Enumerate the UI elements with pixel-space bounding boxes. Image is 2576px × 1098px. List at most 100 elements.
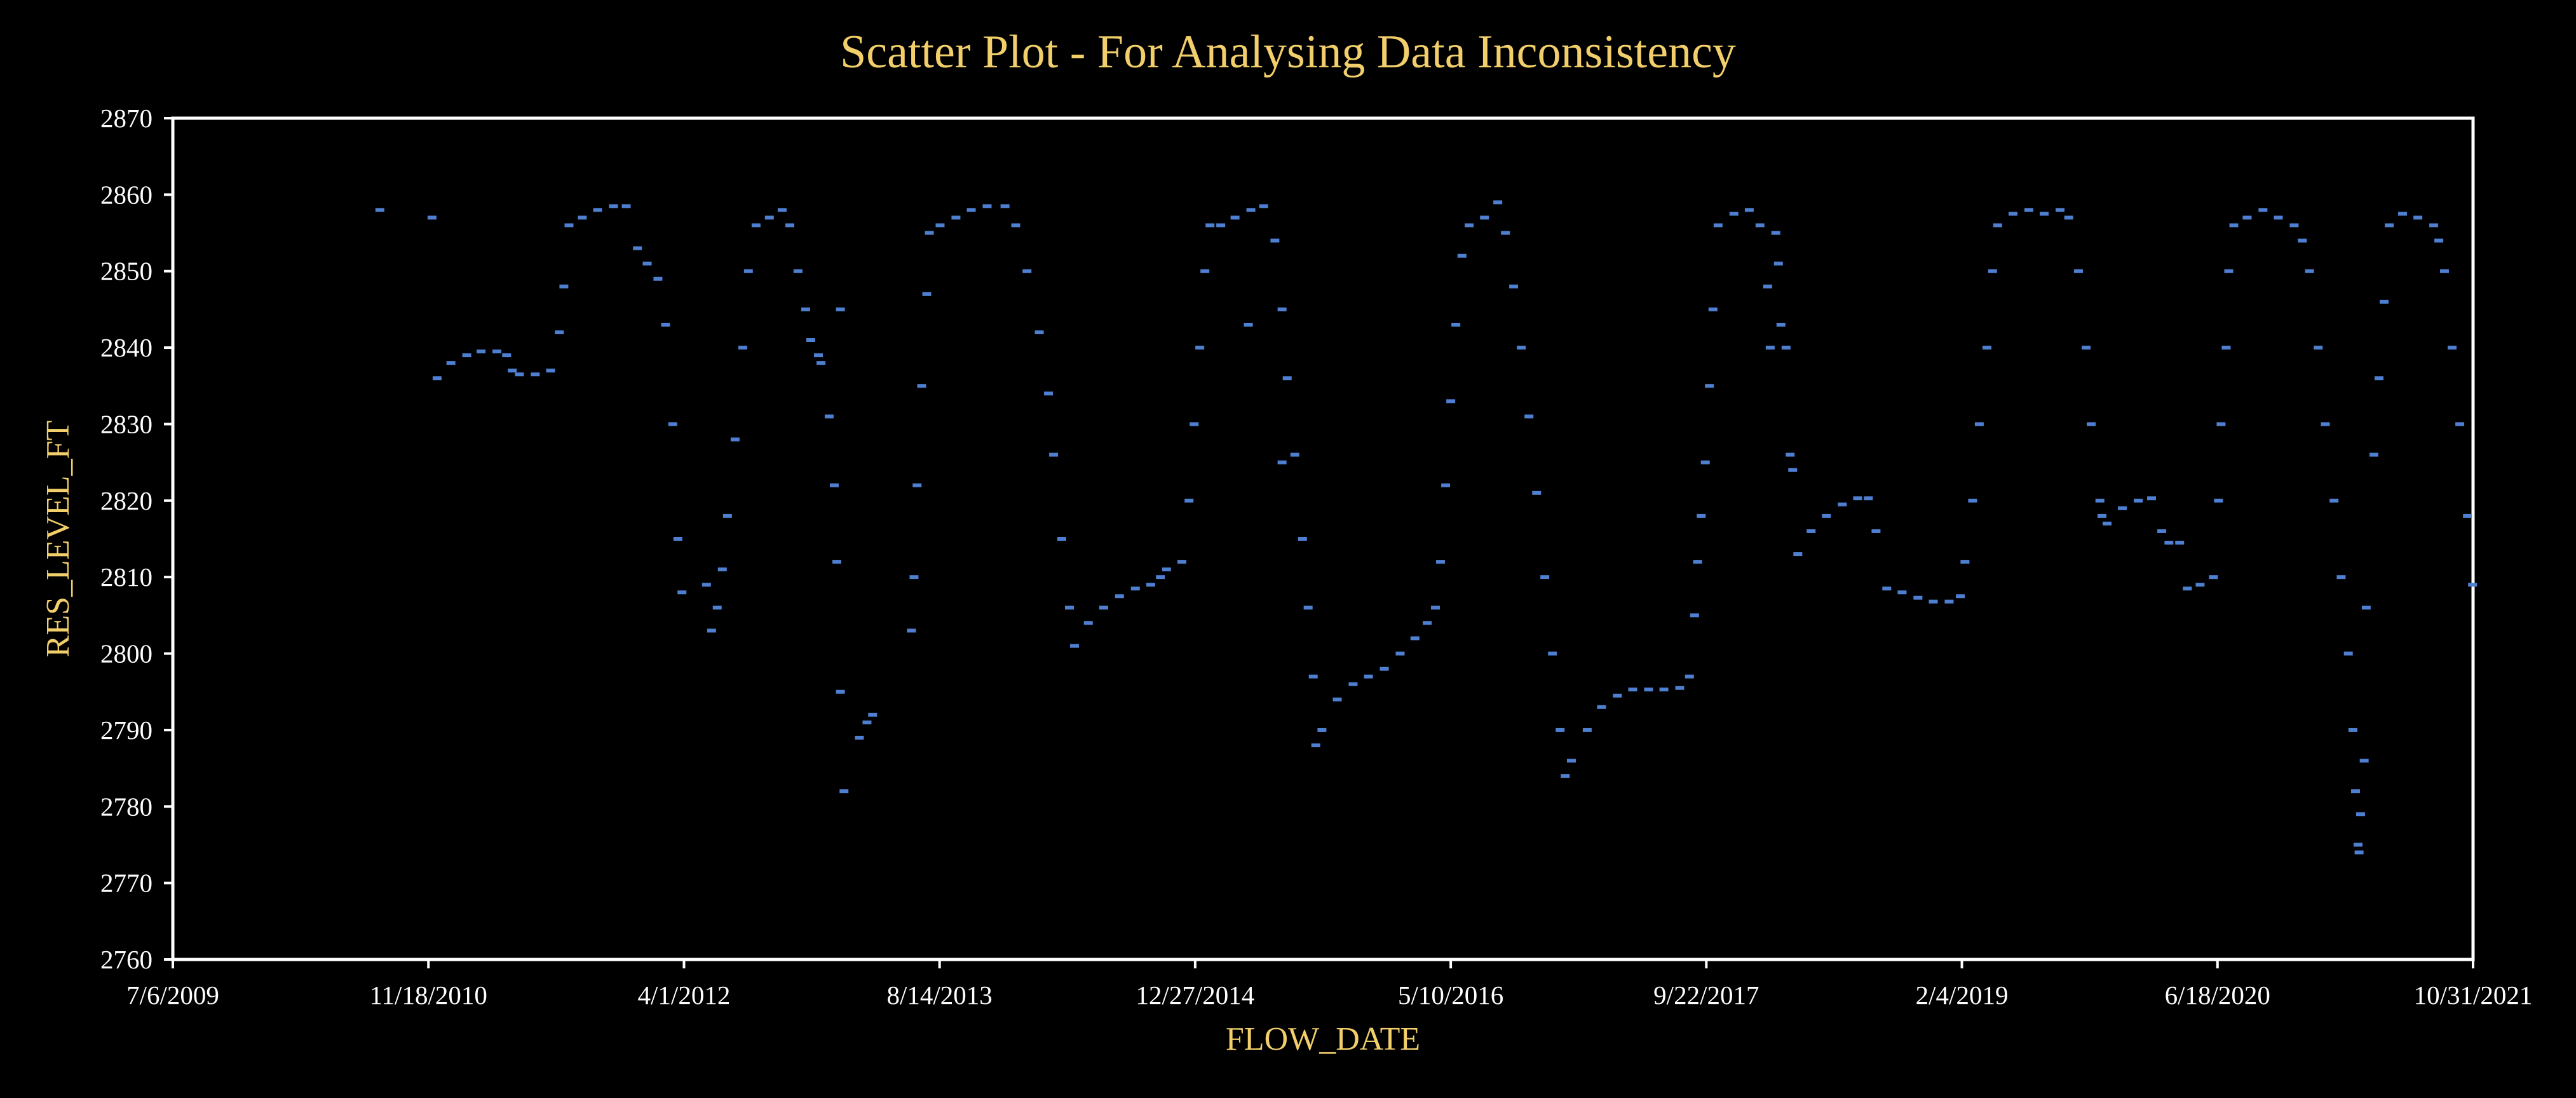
data-point [1130, 586, 1140, 591]
data-point [677, 590, 687, 595]
data-point [1064, 606, 1074, 610]
data-point [1480, 215, 1489, 220]
data-point [1561, 774, 1570, 778]
data-point [2434, 238, 2444, 243]
data-point [2221, 346, 2231, 350]
data-point [1968, 498, 1977, 503]
data-point [1659, 688, 1669, 692]
data-point [817, 361, 826, 365]
y-tick-label: 2760 [100, 945, 153, 974]
x-tick-label: 2/4/2019 [1916, 980, 2009, 1010]
data-point [593, 208, 602, 212]
data-point [2103, 521, 2112, 525]
data-point [702, 583, 711, 587]
data-point [836, 307, 845, 311]
data-point [2359, 759, 2369, 763]
data-point [1982, 346, 1991, 350]
data-point [1436, 560, 1446, 564]
data-point [1000, 204, 1010, 208]
data-point [508, 369, 517, 373]
data-point [1070, 644, 1080, 648]
data-point [661, 322, 670, 327]
data-point [446, 361, 456, 365]
data-point [2468, 583, 2478, 587]
data-point [1960, 560, 1970, 564]
data-point [2298, 238, 2307, 243]
data-point [477, 349, 486, 354]
data-point [1556, 728, 1565, 732]
data-point [1277, 460, 1287, 464]
data-point [2097, 513, 2106, 518]
x-tick-label: 6/18/2020 [2165, 980, 2270, 1010]
data-point [1974, 422, 1984, 426]
data-point [751, 223, 761, 227]
data-point [2380, 299, 2389, 304]
data-point [1956, 594, 1965, 599]
data-point [1259, 204, 1268, 208]
data-point [1195, 346, 1205, 350]
data-point [925, 231, 934, 235]
data-point [2374, 376, 2383, 381]
data-point [1457, 254, 1467, 258]
data-point [642, 261, 652, 266]
data-point [1311, 743, 1320, 747]
data-point [2175, 541, 2185, 545]
points-layer [375, 200, 2478, 855]
data-point [2385, 223, 2394, 227]
data-point [2343, 651, 2353, 656]
data-point [2455, 422, 2465, 426]
data-point [2095, 498, 2105, 503]
data-point [1190, 422, 1199, 426]
data-point [531, 372, 540, 377]
data-point [462, 353, 471, 358]
data-point [2413, 215, 2423, 220]
x-tick-label: 5/10/2016 [1398, 980, 1503, 1010]
data-point [502, 353, 512, 358]
data-point [1057, 537, 1066, 541]
data-point [609, 204, 618, 208]
data-point [1034, 330, 1044, 335]
data-point [1988, 269, 1997, 273]
data-point [839, 789, 849, 794]
data-point [1690, 613, 1699, 618]
data-point [1755, 223, 1765, 227]
data-point [1771, 231, 1780, 235]
x-tick-label: 11/18/2010 [370, 980, 487, 1010]
x-tick-label: 4/1/2012 [638, 980, 731, 1010]
data-point [2289, 223, 2299, 227]
data-point [907, 628, 916, 633]
data-point [2354, 843, 2362, 847]
data-point [375, 208, 384, 212]
data-point [1913, 595, 1923, 600]
data-point [2040, 212, 2049, 216]
y-tick-label: 2820 [100, 486, 153, 515]
data-point [1582, 728, 1592, 732]
data-point [917, 384, 926, 388]
data-point [1156, 575, 1165, 580]
data-point [2147, 496, 2157, 501]
data-point [1763, 284, 1772, 288]
data-point [730, 437, 740, 442]
data-point [829, 483, 839, 487]
data-point [1871, 529, 1881, 533]
data-point [824, 414, 834, 419]
data-point [2361, 606, 2371, 610]
data-point [1049, 452, 1059, 457]
y-axis-ticks: 2760 2770 2780 2790 2800 2810 2820 2830 2840 2850… [100, 104, 173, 974]
data-point [1807, 529, 1816, 533]
data-point [1713, 223, 1723, 227]
data-point [1380, 667, 1389, 671]
data-point [1532, 491, 1542, 495]
data-point [2134, 498, 2143, 503]
data-point [578, 215, 587, 220]
data-point [1897, 590, 1907, 595]
data-point [1230, 215, 1240, 220]
data-point [2024, 208, 2033, 212]
data-point [1270, 238, 1280, 243]
data-point [2183, 586, 2192, 591]
data-point [836, 689, 845, 694]
data-point [1177, 560, 1186, 564]
data-point [2369, 452, 2378, 457]
